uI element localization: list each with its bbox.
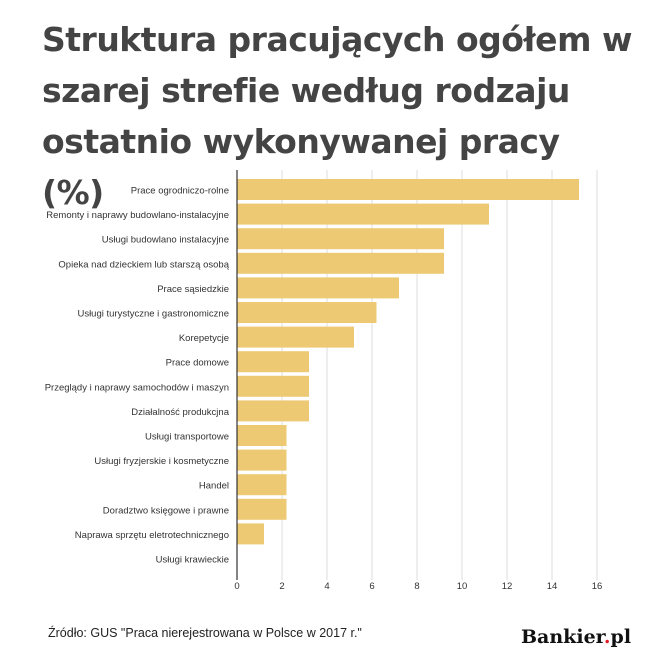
category-label: Doradztwo księgowe i prawne [103, 505, 229, 516]
logo-dot: . [603, 626, 611, 648]
bar [237, 203, 489, 225]
category-label: Prace sąsiedzkie [157, 284, 229, 295]
category-label: Prace ogrodniczo-rolne [131, 186, 229, 197]
bar [237, 326, 354, 348]
bar [237, 400, 309, 422]
logo-text: Bankier [521, 626, 604, 648]
category-label: Usługi krawieckie [156, 555, 229, 566]
bar [237, 375, 309, 397]
category-label: Opieka nad dzieckiem lub starszą osobą [58, 259, 229, 270]
bar [237, 179, 579, 200]
bar [237, 277, 399, 299]
x-tick-label: 12 [502, 581, 513, 592]
category-label: Przeglądy i naprawy samochodów i maszyn [45, 382, 229, 393]
logo-suffix: pl [610, 626, 632, 648]
chart-title: Struktura pracujących ogółem w szarej st… [42, 20, 632, 212]
x-tick-label: 14 [547, 581, 558, 592]
x-tick-label: 4 [324, 581, 329, 592]
category-label: Usługi turystyczne i gastronomiczne [77, 309, 229, 320]
bar-chart: Prace ogrodniczo-rolne Remonty i naprawy … [45, 170, 603, 592]
bar [237, 302, 377, 323]
x-tick-label: 8 [414, 581, 419, 592]
bar [237, 228, 444, 250]
category-label: Działalność produkcjna [131, 407, 229, 418]
bankier-logo: Bankier.pl [521, 626, 631, 648]
bar [237, 351, 309, 373]
category-label: Korepetycje [179, 333, 229, 344]
category-label: Handel [199, 481, 229, 492]
bar [237, 425, 287, 446]
bar [237, 252, 444, 274]
category-label: Usługi budowlano instalacyjne [102, 235, 229, 246]
source-note: Źródło: GUS "Praca nierejestrowana w Pol… [48, 626, 362, 640]
x-tick-label: 10 [457, 581, 468, 592]
x-tick-label: 0 [234, 581, 239, 592]
bar [237, 498, 287, 520]
x-tick-label: 6 [369, 581, 374, 592]
bar [237, 523, 264, 545]
bar [237, 474, 287, 496]
x-tick-label: 16 [592, 581, 603, 592]
x-tick-label: 2 [279, 581, 284, 592]
category-label: Naprawa sprzętu eletrotechnicznego [75, 530, 229, 541]
category-label: Usługi fryzjerskie i kosmetyczne [94, 456, 229, 467]
category-label: Usługi transportowe [145, 432, 229, 443]
category-label: Remonty i naprawy budowlano-instalacyjne [46, 210, 229, 221]
category-label: Prace domowe [166, 358, 229, 369]
bar [237, 449, 287, 471]
